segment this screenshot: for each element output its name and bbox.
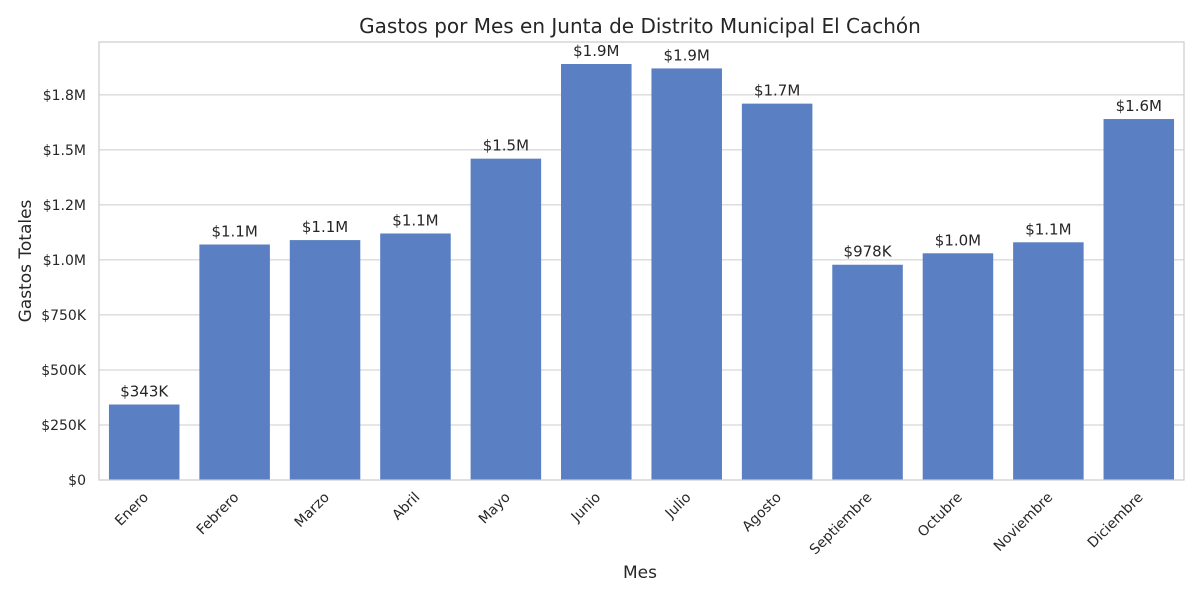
- chart-title: Gastos por Mes en Junta de Distrito Muni…: [359, 14, 921, 38]
- bar: [832, 264, 903, 480]
- data-label: $1.1M: [302, 218, 348, 236]
- bar: [108, 404, 180, 480]
- y-tick-label: $250K: [41, 418, 87, 434]
- bar: [199, 244, 270, 480]
- bar: [741, 103, 813, 480]
- bar: [561, 64, 632, 481]
- x-tick-label: Junio: [568, 490, 604, 526]
- bar: [1103, 119, 1175, 480]
- y-tick-label: $750K: [41, 308, 87, 324]
- data-label: $1.9M: [664, 46, 710, 64]
- x-tick-label: Abril: [389, 490, 423, 524]
- x-tick-labels: Enero Febrero Marzo Abril Mayo Junio Julio Agos…: [112, 490, 1146, 559]
- x-tick-label: Noviembre: [991, 490, 1056, 555]
- x-tick-label: Agosto: [739, 490, 785, 536]
- y-tick-label: $1.0M: [43, 253, 86, 269]
- x-tick-label: Septiembre: [807, 490, 876, 559]
- data-label: $1.6M: [1116, 97, 1162, 115]
- x-tick-label: Febrero: [194, 490, 243, 539]
- data-label: $1.1M: [392, 211, 438, 229]
- data-label: $343K: [120, 383, 169, 401]
- grid-lines: [99, 94, 1184, 481]
- data-label: $1.9M: [573, 42, 619, 60]
- y-tick-label: $0: [68, 473, 86, 489]
- bar: [922, 253, 994, 480]
- y-tick-label: $1.8M: [43, 88, 86, 104]
- x-tick-label: Mayo: [476, 490, 514, 528]
- bar: [651, 68, 722, 481]
- data-label: $1.1M: [1025, 220, 1071, 238]
- x-tick-label: Julio: [662, 490, 695, 523]
- data-labels: $343K $1.1M $1.1M $1.1M $1.5M $1.9M $1.9M $1.7M…: [120, 42, 1162, 400]
- bar: [1013, 242, 1084, 480]
- data-label: $1.7M: [754, 82, 800, 100]
- y-tick-label: $1.2M: [43, 198, 86, 214]
- x-tick-label: Enero: [112, 490, 152, 530]
- bar: [380, 233, 451, 480]
- bars: [108, 64, 1175, 481]
- x-tick-label: Diciembre: [1085, 490, 1147, 552]
- data-label: $1.1M: [211, 222, 257, 240]
- x-axis-label: Mes: [623, 563, 657, 583]
- plot-frame: [98, 41, 1185, 481]
- y-tick-label: $1.5M: [43, 143, 86, 159]
- bar: [289, 240, 361, 480]
- x-tick-label: Marzo: [292, 490, 333, 531]
- data-label: $1.0M: [935, 231, 981, 249]
- y-tick-labels: $0 $250K $500K $750K $1.0M $1.2M $1.5M $1.8M: [41, 88, 87, 489]
- y-axis-label: Gastos Totales: [16, 199, 36, 322]
- bar: [470, 158, 542, 480]
- data-label: $1.5M: [483, 137, 529, 155]
- data-label: $978K: [844, 243, 893, 261]
- y-tick-label: $500K: [41, 363, 87, 379]
- x-tick-label: Octubre: [915, 490, 966, 541]
